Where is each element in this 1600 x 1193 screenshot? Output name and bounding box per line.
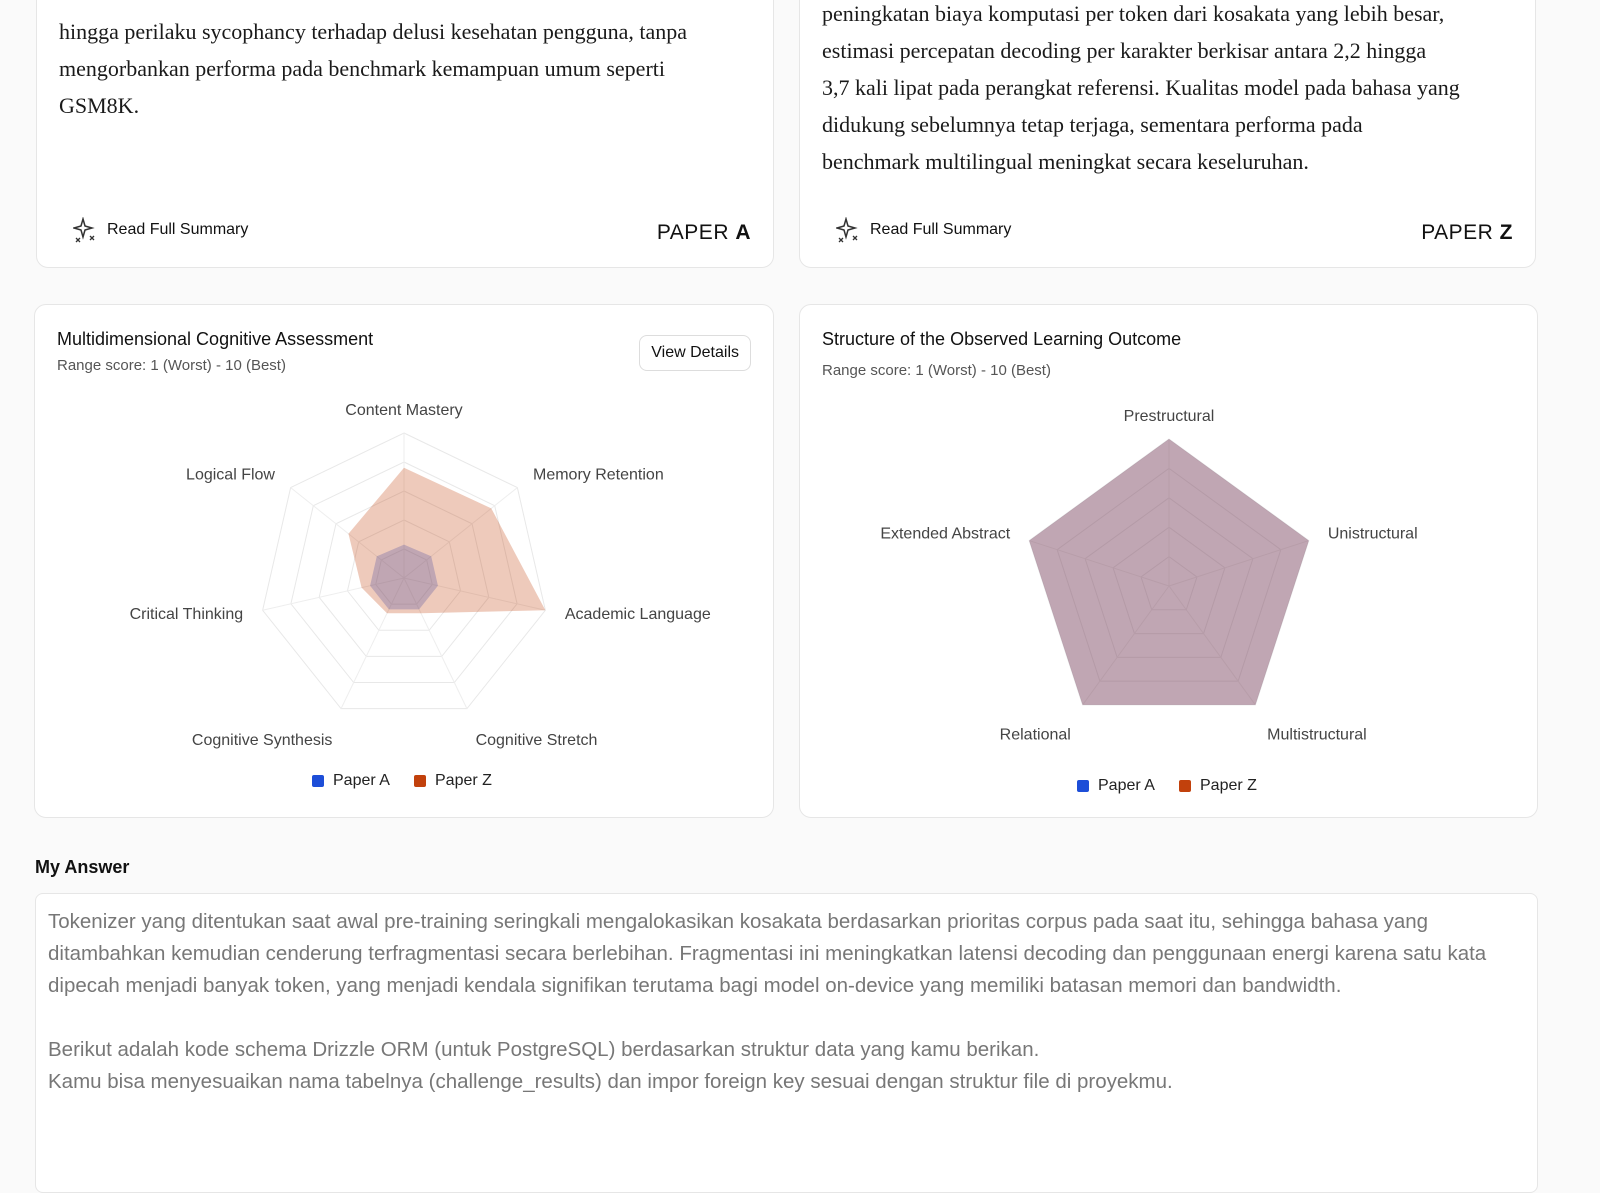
- legend-label: Paper Z: [1200, 777, 1257, 794]
- chart-card: Content Mastery Memory Retention Academic …: [34, 304, 774, 818]
- paper-tag: PAPER A: [657, 221, 751, 245]
- axis-label: Content Mastery: [345, 402, 462, 419]
- read-summary[interactable]: Read Full Summary: [73, 217, 248, 243]
- spoke: [340, 577, 405, 709]
- axis-label: Memory Retention: [533, 466, 664, 483]
- action-label: Read Full Summary: [870, 221, 1012, 238]
- answer-line: Berikut adalah kode schema Drizzle ORM (…: [48, 1038, 1040, 1061]
- axis-label: Academic Language: [565, 606, 711, 623]
- summary-line: peningkatan biaya komputasi per token da…: [822, 1, 1445, 26]
- grid-ring: [1084, 497, 1254, 658]
- spoke: [403, 487, 518, 579]
- legend-swatch: [414, 775, 426, 787]
- grid-ring: [290, 461, 518, 684]
- answer-paragraph: Tokenizer yang ditentukan saat awal pre-…: [48, 910, 1487, 997]
- axis-label: Logical Flow: [186, 466, 275, 483]
- grid-ring: [346, 519, 462, 631]
- axis-label: Cognitive Synthesis: [192, 732, 333, 749]
- grid-ring: [262, 432, 546, 710]
- tag-letter: A: [735, 221, 751, 244]
- chart-subtitle: Range score: 1 (Worst) - 10 (Best): [57, 357, 286, 374]
- chart-title: Multidimensional Cognitive Assessment: [57, 329, 374, 349]
- paper-card: hingga perilaku sycophancy terhadap delu…: [36, 0, 774, 268]
- tag-letter: Z: [1499, 221, 1513, 244]
- summary-line: GSM8K.: [59, 93, 140, 118]
- answer-heading: My Answer: [35, 857, 130, 877]
- summary-line: estimasi percepatan decoding per karakte…: [822, 38, 1427, 63]
- grid-ring: [1028, 438, 1310, 706]
- answer-box[interactable]: Tokenizer yang ditentukan saat awal pre-…: [35, 893, 1538, 1193]
- sparkle-icon: [73, 217, 95, 243]
- axis-label: Cognitive Stretch: [476, 732, 598, 749]
- series-area: [370, 544, 438, 610]
- spoke: [1029, 540, 1170, 587]
- action-label: Read Full Summary: [107, 221, 249, 238]
- legend-swatch: [1077, 780, 1089, 792]
- paper-card: peningkatan biaya komputasi per token da…: [799, 0, 1536, 268]
- summary: peningkatan biaya komputasi per token da…: [822, 0, 1515, 180]
- radar-chart: Content Mastery Memory Retention Academic …: [130, 402, 711, 789]
- series-area: [1029, 439, 1309, 705]
- grid-ring: [1112, 526, 1226, 635]
- axis-label: Critical Thinking: [130, 606, 244, 623]
- axis-label: Unistructural: [1328, 526, 1418, 543]
- summary: hingga perilaku sycophancy terhadap delu…: [59, 13, 753, 124]
- radar-chart: Prestructural Unistructural Multistructura…: [880, 408, 1418, 794]
- summary-line: didukung sebelumnya tetap terjaga, semen…: [822, 112, 1363, 137]
- tag-label: PAPER: [656, 221, 729, 244]
- read-summary[interactable]: Read Full Summary: [836, 217, 1011, 243]
- paper-tag: PAPER Z: [1421, 221, 1513, 245]
- spoke: [1168, 540, 1309, 587]
- legend-swatch: [1179, 780, 1191, 792]
- grid-ring: [1056, 467, 1282, 682]
- spoke: [403, 577, 468, 709]
- grid-ring: [318, 490, 490, 657]
- summary-line: benchmark multilingual meningkat secara …: [822, 149, 1309, 174]
- spoke: [1168, 585, 1256, 706]
- legend-label: Paper A: [1098, 777, 1155, 794]
- summary-line: hingga perilaku sycophancy terhadap delu…: [59, 19, 687, 44]
- sparkle-icon: [836, 217, 858, 243]
- view-details-button[interactable]: View Details: [639, 335, 751, 371]
- spoke: [262, 577, 405, 611]
- axis-label: Extended Abstract: [880, 526, 1010, 543]
- chart-subtitle: Range score: 1 (Worst) - 10 (Best): [822, 362, 1051, 379]
- grid-ring: [375, 548, 433, 605]
- summary-line: 3,7 kali lipat pada perangkat referensi.…: [822, 75, 1460, 100]
- legend-swatch: [312, 775, 324, 787]
- axis-label: Relational: [1000, 726, 1071, 743]
- chart-title: Structure of the Observed Learning Outco…: [822, 329, 1182, 349]
- legend-label: Paper A: [333, 772, 390, 789]
- chart-card: Prestructural Unistructural Multistructura…: [799, 304, 1538, 818]
- legend-label: Paper Z: [435, 772, 492, 789]
- series-area: [348, 467, 546, 614]
- summary-line: mengorbankan performa pada benchmark kem…: [59, 56, 665, 81]
- spoke: [403, 577, 546, 611]
- page: hingga perilaku sycophancy terhadap delu…: [34, 0, 1538, 1193]
- tag-label: PAPER: [1421, 221, 1494, 244]
- spoke: [1082, 585, 1170, 706]
- grid-ring: [1140, 555, 1198, 611]
- answer-line: Kamu bisa menyesuaikan nama tabelnya (ch…: [48, 1070, 1173, 1093]
- series-area: [1029, 439, 1309, 705]
- axis-label: Multistructural: [1267, 726, 1367, 743]
- spoke: [290, 487, 405, 579]
- axis-label: Prestructural: [1124, 408, 1215, 425]
